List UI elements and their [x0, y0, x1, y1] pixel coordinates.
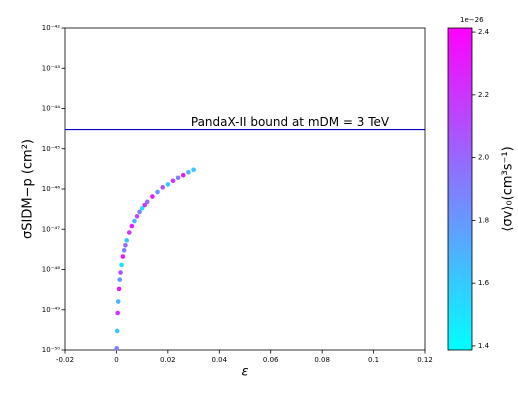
x-tick-label: 0.04: [211, 356, 227, 364]
x-tick-label: 0.06: [263, 356, 279, 364]
y-tick-label: 10⁻⁴⁹: [42, 306, 60, 314]
colorbar-label: ⟨σv⟩₀(cm³s⁻¹): [501, 146, 516, 231]
colorbar-offset: 1e−26: [460, 16, 484, 24]
point: [155, 189, 160, 195]
point: [175, 175, 181, 181]
point: [191, 167, 196, 173]
y-tick-label: 10⁻⁴³: [42, 64, 60, 72]
colorbar-tick-label: 1.4: [478, 342, 490, 350]
x-tick-label: 0.08: [314, 356, 330, 364]
point: [119, 262, 124, 268]
y-axis-label: σSIDM−p (cm²): [21, 139, 36, 239]
point: [139, 206, 145, 211]
y-tick-label: 10⁻⁴⁶: [42, 185, 60, 193]
x-axis-label: ε: [241, 365, 248, 380]
colorbar-tick-label: 1.8: [478, 216, 489, 224]
point: [142, 202, 148, 208]
y-tick-label: 10⁻⁴²: [42, 24, 60, 32]
y-tick-label: 10⁻⁴⁸: [42, 266, 60, 274]
x-tick-label: 0.02: [160, 356, 176, 364]
point: [160, 185, 166, 190]
y-tick-label: 10⁻⁴⁴: [42, 105, 60, 113]
y-tick-label: 10⁻⁴⁷: [42, 225, 60, 233]
point: [124, 238, 130, 243]
point: [186, 169, 191, 175]
point: [114, 346, 119, 351]
point: [118, 270, 123, 275]
y-tick-label: 10⁻⁵⁰: [42, 346, 60, 354]
point: [170, 178, 176, 184]
point: [120, 254, 126, 259]
x-tick-label: 0: [114, 356, 118, 364]
point: [116, 286, 122, 292]
point: [132, 218, 137, 224]
colorbar: [447, 27, 473, 351]
colorbar-tick-label: 2.0: [478, 154, 489, 162]
point: [144, 199, 150, 205]
annotation: PandaX-II bound at mDM = 3 TeV: [191, 115, 390, 129]
x-tick-label: 0.12: [417, 356, 433, 364]
colorbar-tick-label: 2.2: [478, 91, 489, 99]
y-tick-label: 10⁻⁴⁵: [42, 145, 60, 153]
x-tick-label: 0.1: [368, 356, 379, 364]
point: [115, 299, 121, 304]
point: [121, 247, 127, 253]
point: [137, 209, 142, 215]
point: [117, 277, 123, 282]
point: [134, 213, 140, 219]
point: [180, 172, 186, 178]
x-tick-label: -0.02: [56, 356, 74, 364]
point: [123, 242, 128, 248]
point: [165, 182, 171, 187]
point: [150, 194, 155, 199]
colorbar-tick-label: 2.4: [478, 28, 490, 36]
colorbar-tick-label: 1.6: [478, 279, 490, 287]
point: [114, 328, 120, 334]
point: [129, 223, 135, 229]
point: [115, 310, 121, 316]
point: [126, 230, 132, 235]
